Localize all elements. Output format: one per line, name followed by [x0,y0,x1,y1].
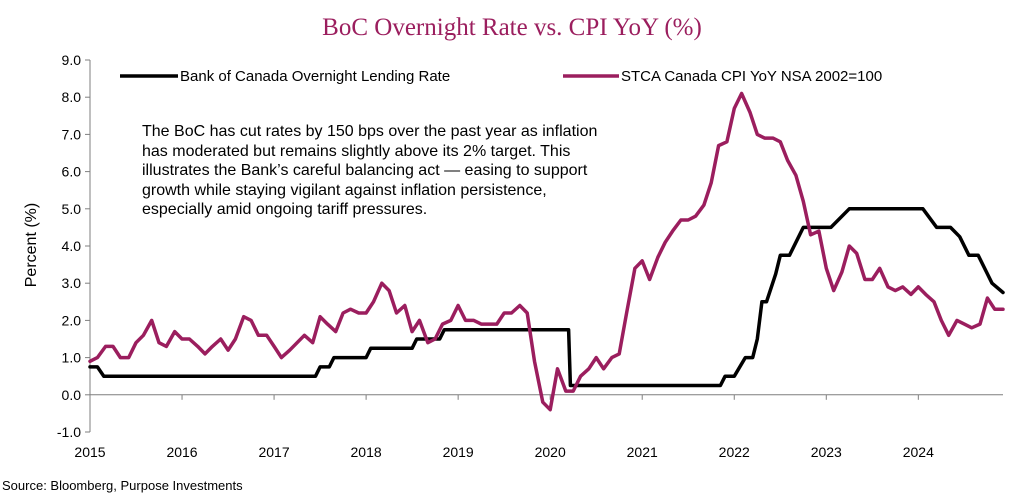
x-tick-label: 2024 [903,444,934,460]
y-tick-label: 3.0 [62,275,82,291]
x-tick-label: 2019 [443,444,474,460]
x-tick-label: 2022 [719,444,750,460]
y-tick-label: 0.0 [62,387,82,403]
y-tick-label: 9.0 [62,52,82,68]
y-axis-label: Percent (%) [23,203,40,287]
boc-rate-line [88,207,1005,388]
x-tick-label: 2018 [351,444,382,460]
legend: Bank of Canada Overnight Lending Rate ST… [120,68,882,85]
chart-title: BoC Overnight Rate vs. CPI YoY (%) [322,14,702,41]
axes: -1.0 0.0 1.0 2.0 3.0 4.0 5.0 6.0 7.0 8.0 9.0 2015 20… [57,52,1003,460]
x-tick-label: 2017 [258,444,289,460]
y-tick-label: 5.0 [62,201,82,217]
legend-label-cpi: STCA Canada CPI YoY NSA 2002=100 [621,68,882,85]
series-group [88,91,1005,412]
y-tick-label: 4.0 [62,238,82,254]
y-tick-label: -1.0 [57,424,81,440]
y-tick-label: 7.0 [62,126,82,142]
cpi-line [88,91,1005,412]
y-tick-label: 2.0 [62,312,82,328]
x-tick-label: 2015 [74,444,105,460]
y-tick-label: 8.0 [62,89,82,105]
y-tick-label: 1.0 [62,350,82,366]
x-tick-label: 2016 [166,444,197,460]
chart-annotation: The BoC has cut rates by 150 bps over th… [142,123,598,219]
x-tick-label: 2023 [811,444,842,460]
x-tick-label: 2020 [535,444,566,460]
legend-label-boc-rate: Bank of Canada Overnight Lending Rate [180,68,450,85]
y-tick-label: 6.0 [62,164,82,180]
source-note: Source: Bloomberg, Purpose Investments [2,478,243,493]
x-tick-label: 2021 [627,444,658,460]
